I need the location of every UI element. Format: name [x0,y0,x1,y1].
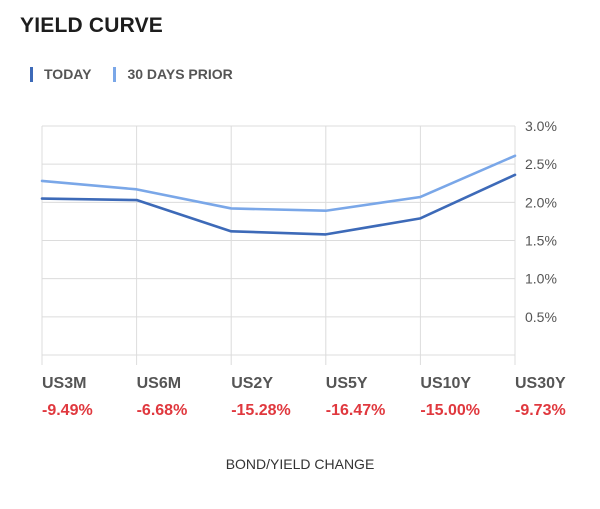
x-tick-label-us5y: US5Y [326,375,368,392]
yield-curve-chart: 0.5% 1.0% 1.5% 2.0% 2.5% 3.0% US3M -9.49% US6M -6… [40,118,566,419]
series-line-30-days-prior [40,154,517,213]
x-tick-label-us2y: US2Y [231,375,273,392]
change-label-us3m: -9.49% [42,402,93,419]
y-tick-label-1: 1.0% [525,271,557,287]
change-label-us2y: -15.28% [231,402,291,419]
legend-item-30-days-prior[interactable]: 30 DAYS PRIOR [113,66,233,82]
series-line-today [40,173,517,236]
legend-label-today: TODAY [44,66,92,82]
change-label-us30y: -9.73% [515,402,566,419]
change-label-us5y: -16.47% [326,402,386,419]
legend-swatch-30-days-prior [113,66,117,82]
change-label-us6m: -6.68% [137,402,188,419]
y-tick-label-0: 0.5% [525,309,557,325]
legend-swatch-today [30,66,33,82]
y-tick-label-2: 1.5% [525,233,557,249]
chart-footer: BOND/YIELD CHANGE [225,456,375,472]
legend-label-30-days-prior: 30 DAYS PRIOR [127,66,233,82]
y-tick-label-5: 3.0% [525,118,557,134]
x-tick-label-us6m: US6M [137,375,181,392]
y-tick-label-3: 2.0% [525,194,557,210]
y-tick-label-4: 2.5% [525,156,557,172]
change-label-us10y: -15.00% [420,402,480,419]
legend: TODAY 30 DAYS PRIOR [30,66,255,82]
x-tick-label-us3m: US3M [42,375,86,392]
legend-item-today[interactable]: TODAY [30,66,91,82]
chart-title: YIELD CURVE [20,14,164,37]
x-tick-label-us30y: US30Y [515,375,566,392]
x-tick-label-us10y: US10Y [420,375,471,392]
